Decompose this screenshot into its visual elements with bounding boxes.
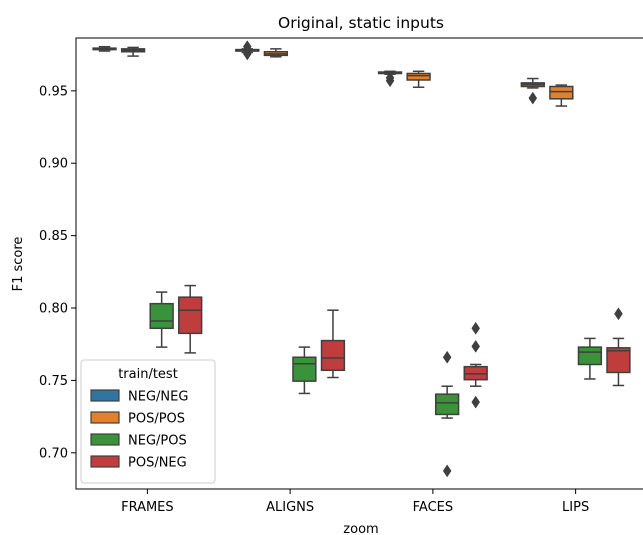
y-axis-label: F1 score — [11, 237, 26, 292]
x-tick-label: ALIGNS — [266, 500, 314, 515]
flier-point — [242, 47, 252, 61]
x-axis-label: zoom — [343, 522, 378, 535]
legend-swatch — [90, 433, 120, 446]
legend-swatch — [90, 455, 120, 468]
box-pos-pos-faces — [406, 70, 431, 88]
box-iqr — [606, 347, 631, 374]
box-neg-neg-faces — [377, 70, 403, 88]
y-tick-label: 0.80 — [39, 302, 68, 317]
box-neg-neg-aligns — [235, 40, 260, 61]
box-neg-neg-lips — [520, 77, 545, 105]
flier-point — [614, 307, 623, 321]
legend-label: POS/NEG — [128, 456, 187, 471]
box-neg-pos-frames — [149, 291, 174, 348]
legend-label: NEG/POS — [128, 434, 187, 449]
box-iqr — [178, 296, 203, 335]
box-pos-pos-lips — [549, 84, 574, 107]
box-pos-neg-faces — [463, 321, 488, 409]
legend-swatch — [90, 411, 120, 424]
x-tick-label: LIPS — [562, 500, 589, 515]
flier-point — [528, 91, 538, 105]
box-neg-neg-frames — [92, 45, 117, 52]
box-pos-neg-frames — [178, 284, 203, 354]
flier-point — [242, 40, 252, 54]
flier-point — [471, 321, 481, 335]
box-pos-neg-aligns — [320, 309, 346, 379]
box-iqr — [434, 393, 460, 416]
box-pos-pos-aligns — [263, 48, 289, 58]
plot-marks: 0.70 0.75 0.80 0.85 0.90 0.95 FRAMES ALIGNS FACE… — [39, 40, 631, 515]
box-neg-pos-lips — [577, 337, 603, 380]
box-iqr — [577, 346, 603, 366]
box-iqr — [292, 356, 317, 382]
box-pos-pos-frames — [120, 46, 146, 57]
legend-label: NEG/NEG — [128, 390, 188, 405]
plot-frame — [75, 37, 643, 490]
flier-point — [385, 71, 395, 85]
box-neg-pos-faces — [434, 350, 460, 478]
legend: train/test NEG/NEG POS/POS NEG/POS POS/NEG — [80, 359, 216, 484]
box-iqr — [406, 72, 431, 81]
legend-swatch — [90, 389, 120, 402]
box-iqr — [320, 339, 346, 372]
y-tick-label: 0.90 — [39, 157, 68, 172]
flier-point — [442, 350, 452, 364]
legend-title: train/test — [118, 367, 178, 382]
y-tick-label: 0.75 — [39, 374, 68, 389]
box-iqr — [549, 85, 574, 100]
chart-title: Original, static inputs — [278, 14, 444, 32]
box-neg-pos-aligns — [292, 346, 317, 395]
flier-point — [471, 395, 481, 409]
y-tick-label: 0.70 — [39, 446, 68, 461]
y-tick-label: 0.95 — [39, 84, 68, 99]
legend-label: POS/POS — [128, 412, 185, 427]
x-tick-label: FACES — [413, 500, 454, 515]
flier-point — [471, 339, 481, 353]
box-iqr — [149, 302, 174, 330]
box-pos-neg-lips — [606, 307, 631, 387]
x-tick-label: FRAMES — [121, 500, 174, 515]
flier-point — [442, 464, 452, 478]
y-tick-label: 0.85 — [39, 229, 68, 244]
